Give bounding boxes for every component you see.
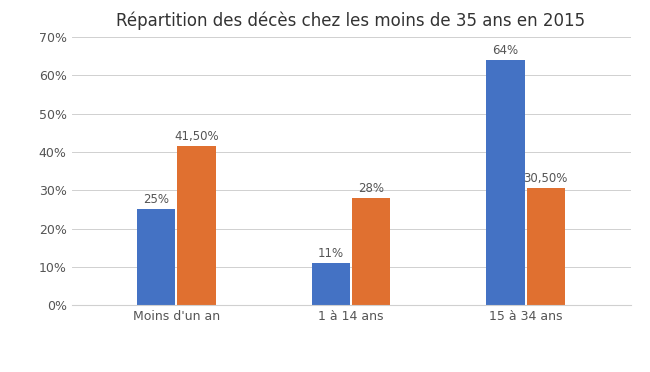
Bar [177,146,216,305]
Bar [312,263,350,305]
Bar [137,209,176,305]
Bar [352,198,390,305]
Text: 25%: 25% [143,193,169,206]
Text: 28%: 28% [358,182,384,195]
Text: 41,50%: 41,50% [174,130,218,143]
Text: 11%: 11% [318,247,344,260]
Text: 30,50%: 30,50% [524,172,568,185]
Legend: France métropolitaine, Mayotte: France métropolitaine, Mayotte [218,370,484,372]
Title: Répartition des décès chez les moins de 35 ans en 2015: Répartition des décès chez les moins de … [116,12,586,30]
Bar [526,188,565,305]
Text: 64%: 64% [493,44,519,57]
Bar [486,60,525,305]
